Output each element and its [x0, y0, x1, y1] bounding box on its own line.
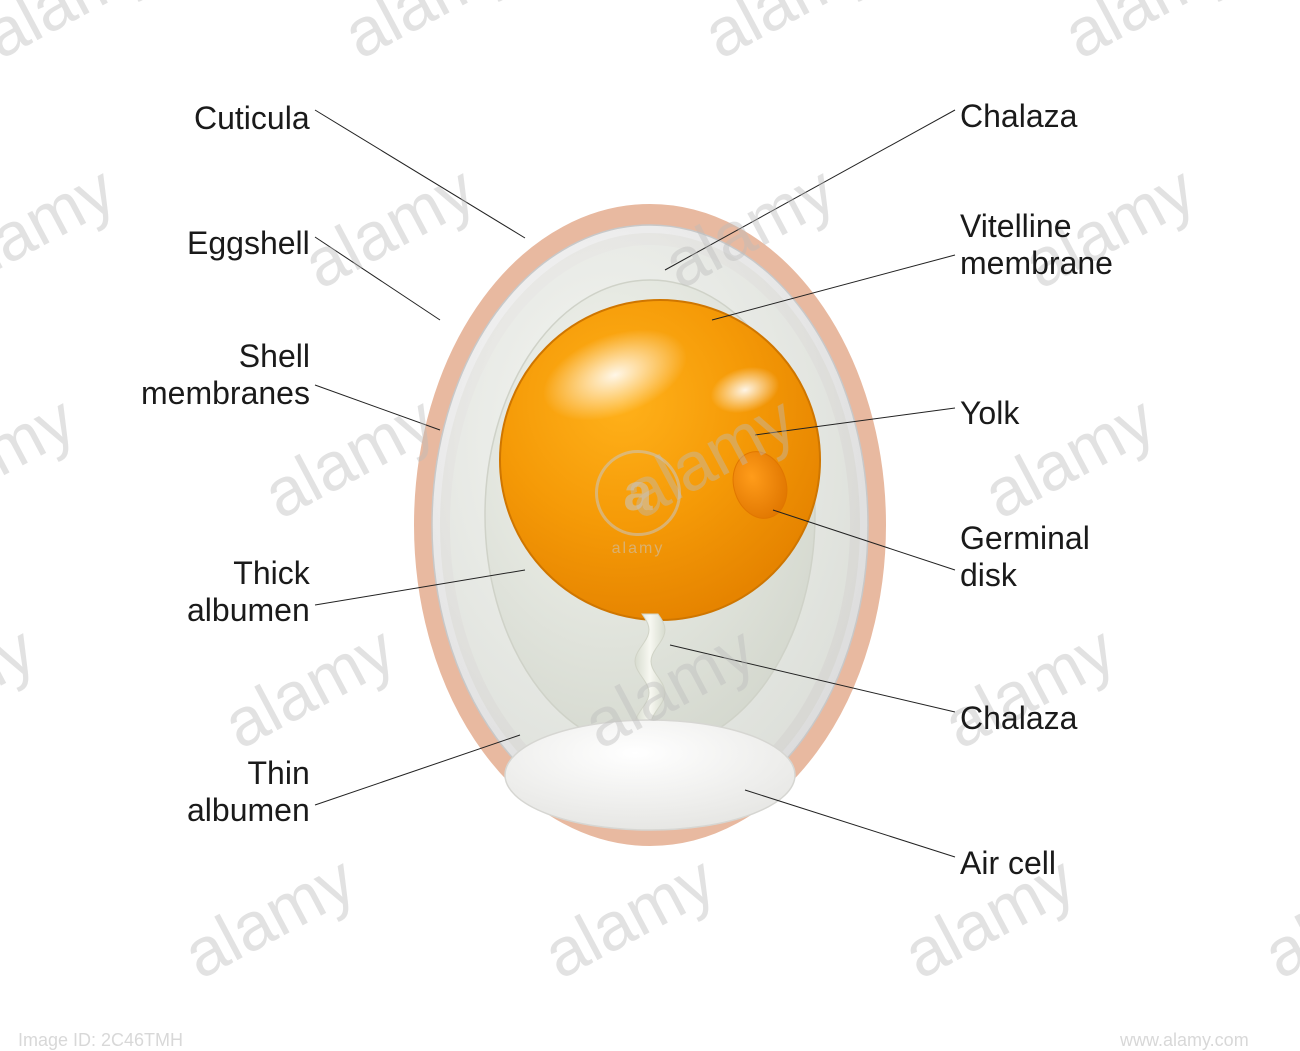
watermark-text: alamy [0, 611, 47, 763]
watermark-text: alamy [171, 841, 367, 993]
label-thin-albumen: Thin albumen [187, 755, 310, 829]
label-cuticula: Cuticula [194, 100, 310, 137]
label-eggshell: Eggshell [187, 225, 310, 262]
watermark-text: alamy [0, 381, 87, 533]
label-yolk: Yolk [960, 395, 1019, 432]
watermark-text: alamy [1291, 611, 1300, 763]
watermark-text: alamy [691, 0, 887, 73]
watermark-text: alamy [291, 151, 487, 303]
watermark-text: alamy [0, 151, 127, 303]
label-thick-albumen: Thick albumen [187, 555, 310, 629]
watermark-text: alamy [0, 841, 7, 993]
label-air-cell: Air cell [960, 845, 1056, 882]
watermark-text: alamy [0, 0, 167, 73]
watermark-text: alamy [211, 611, 407, 763]
label-chalaza-top: Chalaza [960, 98, 1077, 135]
label-shell-membranes: Shell membranes [141, 338, 310, 412]
leader-line-air-cell [745, 790, 955, 857]
watermark-text: alamy [1251, 841, 1300, 993]
label-chalaza-bottom: Chalaza [960, 700, 1077, 737]
label-vitelline-membrane: Vitelline membrane [960, 208, 1113, 282]
watermark-text: alamy [331, 0, 527, 73]
label-germinal-disk: Germinal disk [960, 520, 1090, 594]
watermark-text: alamy [1051, 0, 1247, 73]
leader-line-thin-albumen [315, 735, 520, 805]
watermark: alamy alamy alamy alamy alamy alamy alamy alamy… [0, 0, 1300, 1051]
watermark-text: alamy [531, 841, 727, 993]
watermark-text: alamy [931, 611, 1127, 763]
